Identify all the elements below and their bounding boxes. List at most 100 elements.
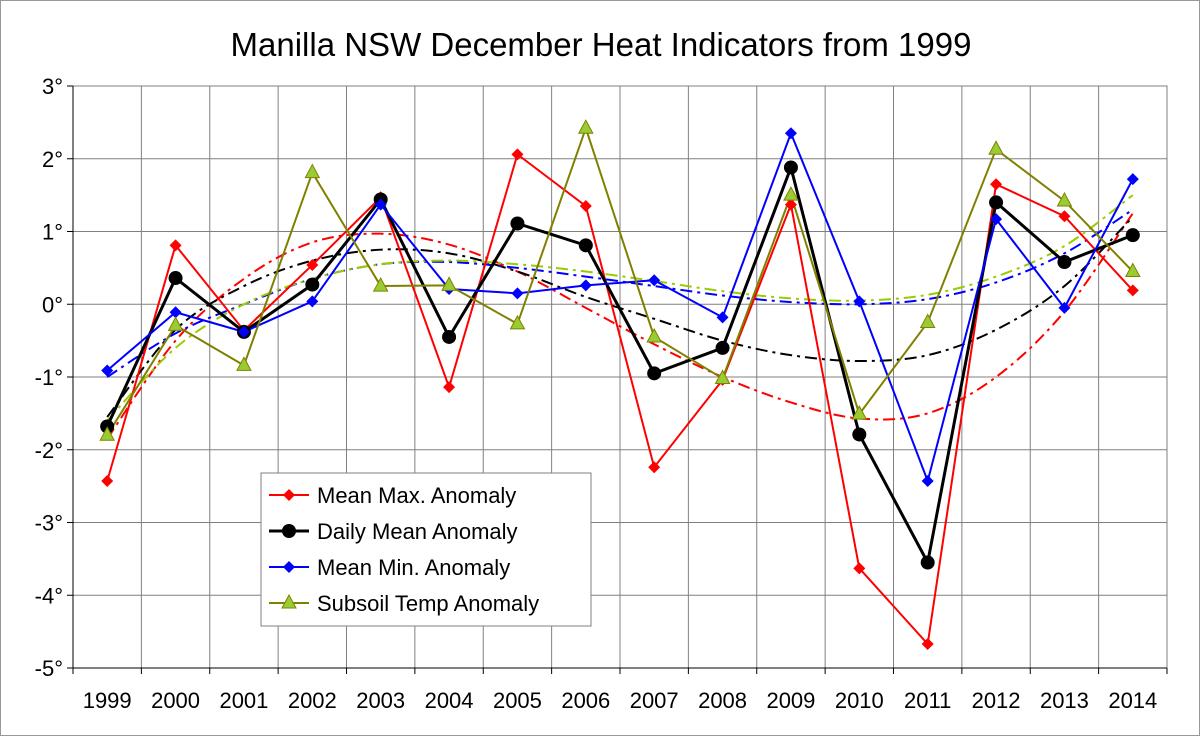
data-point-mean-min-anomaly [579, 279, 592, 292]
data-point-mean-min-anomaly [648, 274, 661, 287]
data-point-subsoil-temp-anomaly [714, 369, 731, 384]
data-point-daily-mean-anomaly [989, 195, 1004, 210]
legend-box [260, 472, 592, 627]
y-tick-label: 1° [42, 220, 63, 245]
data-point-mean-max-anomaly [511, 148, 524, 161]
y-tick-label: -5° [35, 656, 63, 681]
data-point-mean-max-anomaly [990, 178, 1003, 191]
x-tick-label: 1999 [83, 688, 132, 713]
y-tick-label: 2° [42, 147, 63, 172]
x-tick-label: 2009 [766, 688, 815, 713]
data-point-mean-max-anomaly [784, 198, 797, 211]
series-line-subsoil-temp-anomaly [106, 125, 1134, 436]
data-point-subsoil-temp-anomaly [1124, 262, 1141, 278]
data-point-subsoil-temp-anomaly [99, 426, 116, 441]
data-point-subsoil-temp-anomaly [1056, 191, 1073, 207]
data-point-subsoil-temp-anomaly [988, 140, 1004, 155]
data-point-mean-min-anomaly [1126, 173, 1139, 186]
data-point-subsoil-temp-anomaly [236, 356, 252, 371]
data-point-mean-min-anomaly [169, 306, 182, 319]
x-tick-label: 2005 [493, 688, 542, 713]
y-tick-label: -2° [35, 438, 63, 463]
x-tick-label: 2004 [425, 688, 474, 713]
x-tick-label: 2014 [1108, 688, 1157, 713]
x-tick-label: 2012 [972, 688, 1021, 713]
legend-marker-mean-min-anomaly [283, 561, 295, 573]
data-point-mean-max-anomaly [1126, 284, 1139, 297]
data-point-mean-max-anomaly [921, 637, 934, 650]
data-point-daily-mean-anomaly [920, 555, 935, 570]
data-point-daily-mean-anomaly [715, 340, 730, 355]
data-point-daily-mean-anomaly [442, 329, 457, 344]
legend-label-mean-max-anomaly: Mean Max. Anomaly [317, 483, 516, 508]
data-point-subsoil-temp-anomaly [372, 277, 389, 292]
trendline-mean-min-anomaly [106, 208, 1134, 378]
data-point-subsoil-temp-anomaly [783, 186, 799, 201]
x-tick-label: 2006 [561, 688, 610, 713]
data-point-daily-mean-anomaly [305, 277, 320, 292]
data-point-mean-min-anomaly [853, 295, 866, 308]
data-point-subsoil-temp-anomaly [441, 276, 457, 291]
data-point-mean-max-anomaly [306, 258, 319, 271]
x-tick-label: 2003 [356, 688, 405, 713]
y-tick-label: -3° [35, 511, 63, 536]
data-point-mean-min-anomaly [716, 311, 729, 324]
data-point-subsoil-temp-anomaly [509, 314, 526, 330]
y-tick-label: -1° [35, 365, 63, 390]
data-point-subsoil-temp-anomaly [919, 313, 936, 328]
x-tick-label: 2010 [835, 688, 884, 713]
data-point-subsoil-temp-anomaly [577, 119, 594, 134]
data-point-daily-mean-anomaly [510, 216, 525, 231]
trendline-subsoil-temp-anomaly [106, 194, 1134, 422]
legend-label-daily-mean-anomaly: Daily Mean Anomaly [317, 519, 518, 544]
data-point-mean-max-anomaly [1058, 210, 1071, 223]
data-point-mean-min-anomaly [511, 287, 524, 300]
data-point-mean-max-anomaly [169, 239, 182, 252]
y-tick-label: 0° [42, 292, 63, 317]
data-point-mean-min-anomaly [990, 213, 1003, 226]
y-tick-label: 3° [42, 74, 63, 99]
data-point-mean-max-anomaly [579, 200, 592, 213]
data-point-daily-mean-anomaly [1057, 255, 1072, 270]
data-point-mean-min-anomaly [374, 198, 387, 211]
legend-marker-daily-mean-anomaly [282, 524, 296, 538]
data-point-daily-mean-anomaly [1125, 228, 1140, 243]
legend: Mean Max. Anomaly Daily Mean Anomaly Mean … [260, 472, 592, 627]
x-tick-label: 2008 [698, 688, 747, 713]
data-point-daily-mean-anomaly [647, 366, 662, 381]
data-point-mean-min-anomaly [306, 295, 319, 308]
data-point-daily-mean-anomaly [168, 271, 183, 286]
data-point-daily-mean-anomaly [852, 427, 867, 442]
x-tick-label: 2013 [1040, 688, 1089, 713]
data-point-mean-min-anomaly [101, 364, 114, 377]
data-point-mean-min-anomaly [237, 325, 250, 338]
data-point-subsoil-temp-anomaly [167, 316, 184, 331]
chart-title: Manilla NSW December Heat Indicators fro… [231, 26, 972, 63]
series-line-mean-max-anomaly [106, 152, 1134, 647]
legend-marker-mean-max-anomaly [283, 489, 295, 501]
data-point-mean-min-anomaly [784, 127, 797, 140]
x-tick-label: 2001 [219, 688, 268, 713]
data-point-subsoil-temp-anomaly [646, 327, 663, 343]
x-tick-label: 2002 [288, 688, 337, 713]
legend-label-subsoil-temp-anomaly: Subsoil Temp Anomaly [317, 591, 539, 616]
data-point-mean-max-anomaly [443, 381, 456, 394]
data-point-mean-max-anomaly [853, 562, 866, 575]
x-tick-label: 2007 [630, 688, 679, 713]
legend-marker-subsoil-temp-anomaly [281, 593, 297, 609]
data-point-mean-max-anomaly [648, 461, 661, 474]
trendline-mean-max-anomaly [106, 212, 1134, 440]
data-point-mean-min-anomaly [921, 475, 934, 488]
data-point-subsoil-temp-anomaly [851, 405, 868, 420]
data-point-mean-min-anomaly [1058, 301, 1071, 314]
x-tick-label: 2000 [151, 688, 200, 713]
x-tick-label: 2011 [904, 688, 951, 713]
legend-label-mean-min-anomaly: Mean Min. Anomaly [317, 555, 510, 580]
y-tick-label: -4° [35, 583, 63, 608]
series-line-daily-mean-anomaly [105, 162, 1134, 567]
data-point-daily-mean-anomaly [578, 238, 593, 253]
data-point-mean-max-anomaly [101, 475, 114, 488]
data-point-daily-mean-anomaly [783, 160, 798, 175]
